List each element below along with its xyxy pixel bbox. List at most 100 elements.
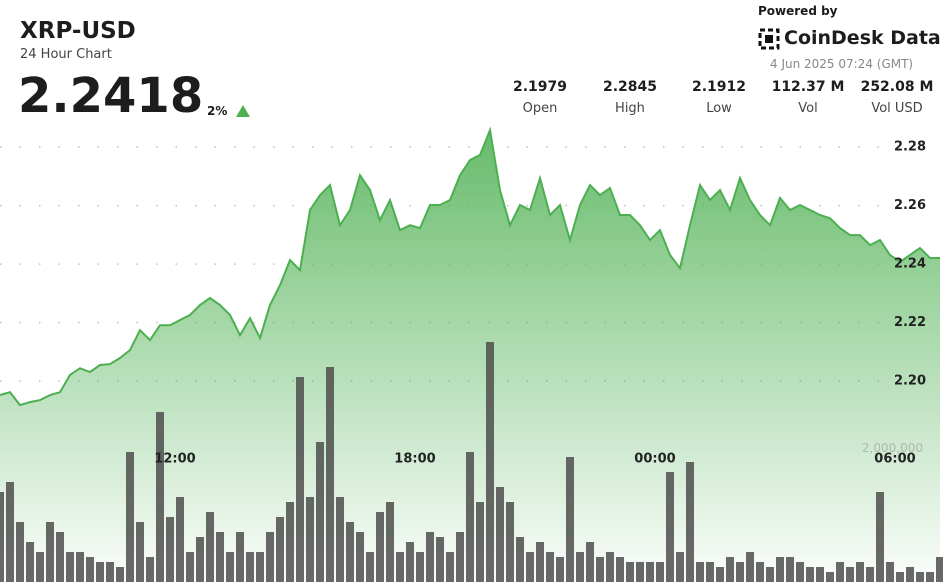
volume-bar — [426, 532, 434, 582]
volume-bar — [736, 562, 744, 582]
volume-bar — [606, 552, 614, 582]
x-tick-label: 18:00 — [394, 452, 435, 467]
volume-bar — [46, 522, 54, 582]
volume-bar — [936, 557, 943, 582]
volume-bar — [836, 562, 844, 582]
volume-bar — [546, 552, 554, 582]
volume-bar — [756, 562, 764, 582]
volume-bar — [206, 512, 214, 582]
stat-value: 2.1979 — [512, 79, 568, 95]
volume-bar — [256, 552, 264, 582]
price-line — [0, 126, 940, 407]
volume-bar — [196, 537, 204, 582]
stat-value: 252.08 M — [860, 79, 934, 95]
volume-bar — [286, 502, 294, 582]
change: 2% — [207, 104, 228, 118]
volume-bar — [536, 542, 544, 582]
volume-bar — [826, 572, 834, 582]
volume-bar — [746, 552, 754, 582]
volume-bar — [896, 572, 904, 582]
volume-bar — [86, 557, 94, 582]
volume-bar — [806, 567, 814, 582]
volume-bar — [166, 517, 174, 582]
volume-bar — [266, 532, 274, 582]
y-tick-label: 2.24 — [894, 257, 926, 272]
x-tick-label: 00:00 — [634, 452, 675, 467]
stat-value: 2.1912 — [691, 79, 747, 95]
volume-bar — [96, 562, 104, 582]
volume-bar — [156, 412, 164, 582]
volume-bar — [916, 572, 924, 582]
volume-bar — [766, 567, 774, 582]
volume-bar — [866, 567, 874, 582]
powered-by: Powered by — [758, 4, 838, 18]
x-tick-label: 12:00 — [154, 452, 195, 467]
brand: CoinDesk Data — [784, 27, 941, 49]
volume-bar — [676, 552, 684, 582]
stat-label: Open — [522, 101, 558, 116]
volume-bar — [496, 487, 504, 582]
volume-bar — [386, 502, 394, 582]
stat-label: Vol USD — [871, 101, 923, 116]
x-tick-label: 06:00 — [874, 452, 915, 467]
volume-bar — [336, 497, 344, 582]
subtitle: 24 Hour Chart — [20, 47, 112, 62]
volume-bar — [926, 572, 934, 582]
volume-bar — [646, 562, 654, 582]
logo-icon — [758, 28, 780, 50]
volume-bar — [176, 497, 184, 582]
volume-bar — [616, 557, 624, 582]
volume-bar — [116, 567, 124, 582]
volume-bar — [556, 557, 564, 582]
up-arrow — [236, 105, 250, 117]
volume-bar — [886, 562, 894, 582]
volume-bar — [106, 562, 114, 582]
volume-bar — [26, 542, 34, 582]
volume-bar — [136, 522, 144, 582]
volume-bar — [446, 552, 454, 582]
volume-bar — [906, 567, 914, 582]
volume-bar — [846, 567, 854, 582]
volume-bar — [776, 557, 784, 582]
volume-bar — [36, 552, 44, 582]
volume-bar — [656, 562, 664, 582]
volume-bar — [596, 557, 604, 582]
volume-bar — [626, 562, 634, 582]
volume-bar — [686, 462, 694, 582]
volume-bar — [876, 492, 884, 582]
volume-bar — [456, 532, 464, 582]
volume-bar — [416, 552, 424, 582]
volume-bar — [666, 472, 674, 582]
volume-bar — [236, 532, 244, 582]
volume-bar — [466, 452, 474, 582]
y-tick-label: 2.20 — [894, 374, 926, 389]
volume-bar — [0, 492, 4, 582]
volume-bar — [76, 552, 84, 582]
stat-label: Low — [706, 101, 732, 116]
volume-bar — [856, 562, 864, 582]
volume-bar — [726, 557, 734, 582]
symbol: XRP-USD — [20, 18, 136, 44]
y-tick-label: 2.28 — [894, 140, 926, 155]
volume-bar — [16, 522, 24, 582]
stat-value: 2.2845 — [602, 79, 658, 95]
volume-bar — [356, 532, 364, 582]
volume-bar — [636, 562, 644, 582]
volume-bar — [366, 552, 374, 582]
volume-bar — [376, 512, 384, 582]
volume-bar — [586, 542, 594, 582]
volume-bar — [246, 552, 254, 582]
volume-bar — [326, 367, 334, 582]
price: 2.2418 — [18, 68, 204, 124]
volume-bar — [486, 342, 494, 582]
volume-bar — [706, 562, 714, 582]
volume-bar — [476, 502, 484, 582]
volume-bar — [786, 557, 794, 582]
volume-bar — [716, 567, 724, 582]
volume-bar — [506, 502, 514, 582]
volume-bar — [406, 542, 414, 582]
y-tick-label: 2.22 — [894, 315, 926, 330]
volume-bar — [306, 497, 314, 582]
volume-bar — [816, 567, 824, 582]
